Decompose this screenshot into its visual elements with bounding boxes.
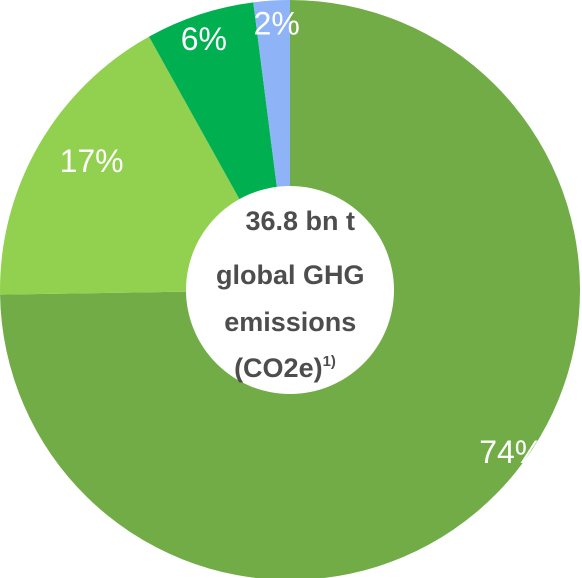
- center-line-3: emissions: [224, 307, 356, 337]
- slice-label-2: 17%: [60, 143, 124, 179]
- center-label: 36.8 bn t global GHG emissions (CO2e)1): [216, 206, 372, 383]
- center-line-4: (CO2e): [234, 353, 323, 383]
- center-superscript: 1): [323, 353, 336, 370]
- center-line-2: global GHG: [216, 260, 365, 290]
- slice-label-3: 6%: [181, 21, 227, 57]
- slice-label-4: 2%: [254, 5, 300, 41]
- slice-labels-layer: 74% 17% 6% 2%: [60, 5, 544, 470]
- slice-label-1: 74%: [479, 434, 543, 470]
- center-line-1: 36.8 bn t: [245, 206, 355, 236]
- center-hole: [186, 186, 394, 394]
